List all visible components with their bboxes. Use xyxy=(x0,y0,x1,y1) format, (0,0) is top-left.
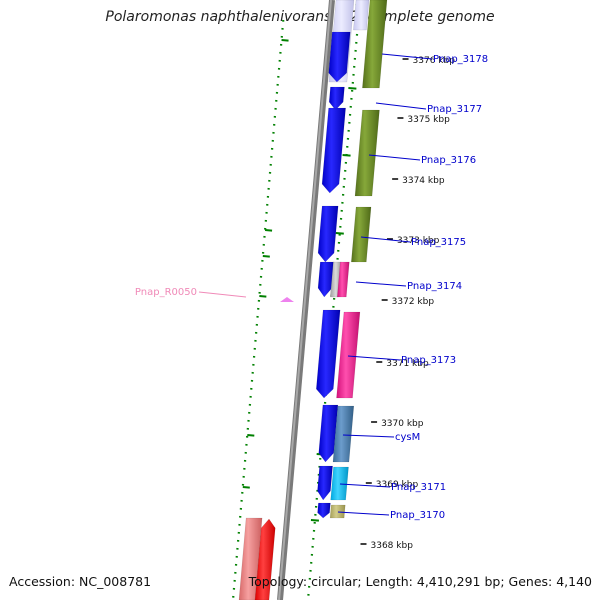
cds-feature xyxy=(328,86,345,111)
cds-feature xyxy=(336,311,361,399)
rna-feature xyxy=(280,297,294,302)
label-leader-line xyxy=(355,281,407,287)
cds-feature xyxy=(353,0,370,31)
scale-label: 3371 kbp xyxy=(386,359,429,369)
gc-skew-mark xyxy=(242,486,250,489)
scale-track: 3376 kbp 3375 kbp 3374 kbp 3373 kbp 3372 kbp… xyxy=(360,56,456,551)
label-leader-line xyxy=(381,53,433,60)
label-leader-line xyxy=(368,154,421,161)
gc-skew-mark xyxy=(348,87,357,90)
cds-feature xyxy=(332,405,355,463)
cds-feature xyxy=(316,309,341,399)
scale-label: 3368 kbp xyxy=(371,541,414,551)
label-leader-line xyxy=(337,511,390,516)
summary-text: Topology: circular; Length: 4,410,291 bp… xyxy=(248,574,592,589)
map-title: Polaromonas naphthalenivorans CJ2, compl… xyxy=(105,9,495,25)
gene-label: Pnap_3170 xyxy=(390,510,445,521)
gc-skew-mark xyxy=(281,39,289,42)
label-leader-line xyxy=(198,291,247,298)
gene-label: Pnap_3174 xyxy=(407,281,462,292)
scale-label: 3373 kbp xyxy=(397,236,440,246)
gene-label: Pnap_3173 xyxy=(401,355,456,366)
cds-feature xyxy=(354,109,380,197)
cds-feature xyxy=(254,518,276,600)
gene-label: Pnap_3175 xyxy=(411,237,466,248)
gc-skew-mark xyxy=(262,255,270,258)
accession-text: Accession: NC_008781 xyxy=(9,574,152,589)
scale-label: 3372 kbp xyxy=(392,297,435,307)
gene-label: cysM xyxy=(395,432,420,443)
label-leader-line xyxy=(342,434,395,438)
cds-feature xyxy=(351,206,372,263)
gc-skew-mark xyxy=(247,434,255,437)
gc-skew-mark xyxy=(310,519,320,522)
feature-track xyxy=(238,0,388,600)
cds-feature xyxy=(329,504,346,519)
label-leader-line xyxy=(347,355,401,361)
cds-feature xyxy=(336,261,350,298)
scale-label: 3369 kbp xyxy=(376,480,419,490)
gene-label: Pnap_3176 xyxy=(421,155,476,166)
gc-skew-mark xyxy=(264,229,273,232)
label-leader-line xyxy=(339,483,391,488)
gc-skew-mark xyxy=(259,295,267,298)
scale-label: 3370 kbp xyxy=(381,419,424,429)
cds-feature xyxy=(317,205,339,263)
gene-label: Pnap_3178 xyxy=(433,54,488,65)
cds-feature xyxy=(362,0,388,89)
label-leader-line xyxy=(360,236,411,243)
rna-label: Pnap_R0050 xyxy=(135,287,197,298)
gene-label: Pnap_3171 xyxy=(391,482,446,493)
gene-label-track: Pnap_3178 Pnap_3177 Pnap_3176 Pnap_3175 Pnap… xyxy=(135,53,488,521)
gc-skew-mark xyxy=(335,232,344,235)
cds-feature xyxy=(321,107,346,194)
backbone-line xyxy=(277,0,335,600)
gene-label: Pnap_3177 xyxy=(427,104,482,115)
cds-feature xyxy=(317,261,335,298)
cds-feature xyxy=(317,502,331,519)
scale-label: 3375 kbp xyxy=(407,115,450,125)
scale-label: 3376 kbp xyxy=(413,56,456,66)
cds-feature xyxy=(328,31,351,83)
cds-feature xyxy=(330,466,349,501)
scale-label: 3374 kbp xyxy=(402,176,445,186)
label-leader-line xyxy=(375,102,427,110)
cds-feature xyxy=(317,465,333,501)
cds-feature xyxy=(318,404,339,463)
cds-feature xyxy=(238,517,263,600)
gc-skew-mark xyxy=(342,154,351,157)
